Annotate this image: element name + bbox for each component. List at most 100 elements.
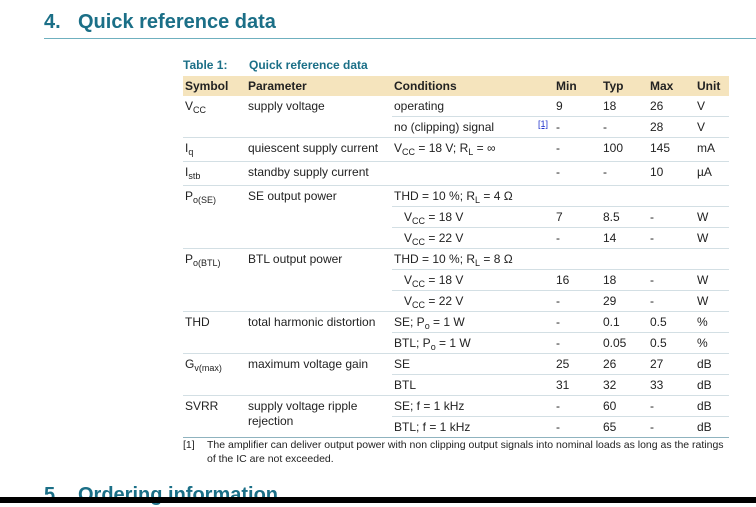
table-caption: Table 1: Quick reference data <box>183 58 368 72</box>
max-cell: - <box>648 206 695 228</box>
max-cell: 33 <box>648 374 695 396</box>
unit-cell: W <box>695 227 729 249</box>
subscript: L <box>475 195 481 205</box>
unit-cell: V <box>695 116 729 138</box>
min-cell: - <box>554 311 601 333</box>
subscript: q <box>188 147 194 157</box>
subscript: L <box>468 147 474 157</box>
subscript: CC <box>412 279 426 289</box>
typ-cell: 14 <box>601 227 648 249</box>
typ-cell: 100 <box>601 137 648 162</box>
typ-cell: - <box>601 116 648 138</box>
next-section-heading: 5. Ordering information <box>44 484 278 507</box>
col-unit: Unit <box>695 76 729 96</box>
unit-cell: dB <box>695 374 729 396</box>
min-cell: - <box>554 161 601 186</box>
symbol-cell: Istb <box>183 161 246 186</box>
typ-cell: 60 <box>601 395 648 417</box>
typ-cell: 32 <box>601 374 648 396</box>
typ-cell: 0.1 <box>601 311 648 333</box>
table-row: VCC = 18 V 7 8.5- W <box>183 206 729 228</box>
max-cell: - <box>648 227 695 249</box>
footnote-ref-link[interactable]: [1] <box>537 119 548 129</box>
parameter-cell: SE output power <box>246 185 392 249</box>
min-cell: 16 <box>554 269 601 291</box>
conditions-cell: THD = 10 %; RL = 8 Ω <box>392 248 729 270</box>
conditions-cell: SE <box>392 353 554 375</box>
subscript: CC <box>412 300 426 310</box>
conditions-cell: VCC = 22 V <box>392 227 554 249</box>
parameter-cell: standby supply current <box>246 161 392 186</box>
conditions-cell: VCC = 18 V <box>392 269 554 291</box>
min-cell: - <box>554 290 601 312</box>
unit-cell: V <box>695 96 729 117</box>
typ-cell: - <box>601 161 648 186</box>
subscript: o <box>424 321 430 331</box>
max-cell: 0.5 <box>648 332 695 354</box>
conditions-cell: THD = 10 %; RL = 4 Ω <box>392 185 729 207</box>
unit-cell: W <box>695 206 729 228</box>
max-cell: 10 <box>648 161 695 186</box>
typ-cell: 0.05 <box>601 332 648 354</box>
conditions-cell: SE; f = 1 kHz <box>392 395 554 417</box>
section-heading: 4. Quick reference data <box>44 11 276 34</box>
section-title: Quick reference data <box>78 11 276 33</box>
symbol-cell: Iq <box>183 137 246 162</box>
section-number: 4. <box>44 11 61 33</box>
conditions-cell: BTL <box>392 374 554 396</box>
table-row: VCC = 22 V -14- W <box>183 227 729 249</box>
unit-cell: µA <box>695 161 729 186</box>
table-row: Istb standby supply current - -10 µA <box>183 161 729 186</box>
conditions-cell: SE; Po = 1 W <box>392 311 554 333</box>
conditions-cell: VCC = 18 V; RL = ∞ <box>392 137 554 162</box>
symbol-cell: SVRR <box>183 395 246 438</box>
symbol-cell: Po(SE) <box>183 185 246 249</box>
max-cell: - <box>648 290 695 312</box>
col-typ: Typ <box>601 76 648 96</box>
footnote-marker: [1] <box>183 439 195 451</box>
subscript: o <box>430 342 436 352</box>
parameter-cell: supply voltage <box>246 96 392 138</box>
max-cell: - <box>648 395 695 417</box>
table-title: Quick reference data <box>249 58 368 72</box>
max-cell: 0.5 <box>648 311 695 333</box>
next-section-number: 5. <box>44 484 61 506</box>
unit-cell: W <box>695 269 729 291</box>
min-cell: 7 <box>554 206 601 228</box>
conditions-cell: VCC = 18 V <box>392 206 554 228</box>
symbol-cell: VCC <box>183 96 246 138</box>
col-symbol: Symbol <box>183 76 246 96</box>
table-row: BTL; Po = 1 W -0.05 0.5% <box>183 332 729 354</box>
table-row: VCC supply voltage operating 9 18 26 V <box>183 96 729 138</box>
typ-cell: 26 <box>601 353 648 375</box>
unit-cell: dB <box>695 353 729 375</box>
table-row: BTL 31 32 33 dB <box>183 374 729 396</box>
col-min: Min <box>554 76 601 96</box>
conditions-cell: BTL; f = 1 kHz <box>392 416 554 438</box>
parameter-cell: total harmonic distortion <box>246 311 392 354</box>
min-cell: - <box>554 137 601 162</box>
footnote: [1] The amplifier can deliver output powe… <box>183 438 728 466</box>
table-row: VCC = 22 V -29- W <box>183 290 729 312</box>
min-cell: - <box>554 116 601 138</box>
subscript: v(max) <box>194 363 222 373</box>
table-row: Gv(max) maximum voltage gain SE 25 26 27 dB <box>183 353 729 396</box>
min-cell: 25 <box>554 353 601 375</box>
subscript: CC <box>193 105 207 115</box>
table-row: Po(BTL) BTL output power THD = 10 %; RL = … <box>183 248 729 312</box>
symbol-cell: THD <box>183 311 246 354</box>
symbol-cell: Po(BTL) <box>183 248 246 312</box>
conditions-cell: [1] no (clipping) signal <box>392 116 554 138</box>
col-conditions: Conditions <box>392 76 554 96</box>
table-row: VCC = 18 V 16 18- W <box>183 269 729 291</box>
min-cell: - <box>554 395 601 417</box>
table-header-row: Symbol Parameter Conditions Min Typ Max … <box>183 76 729 96</box>
conditions-cell: operating <box>392 96 554 117</box>
max-cell: 26 <box>648 96 695 117</box>
typ-cell: 18 <box>601 269 648 291</box>
parameter-cell: BTL output power <box>246 248 392 312</box>
typ-cell: 65 <box>601 416 648 438</box>
max-cell: 27 <box>648 353 695 375</box>
table-body: VCC supply voltage operating 9 18 26 V [1] no (c… <box>183 96 729 438</box>
min-cell: - <box>554 416 601 438</box>
